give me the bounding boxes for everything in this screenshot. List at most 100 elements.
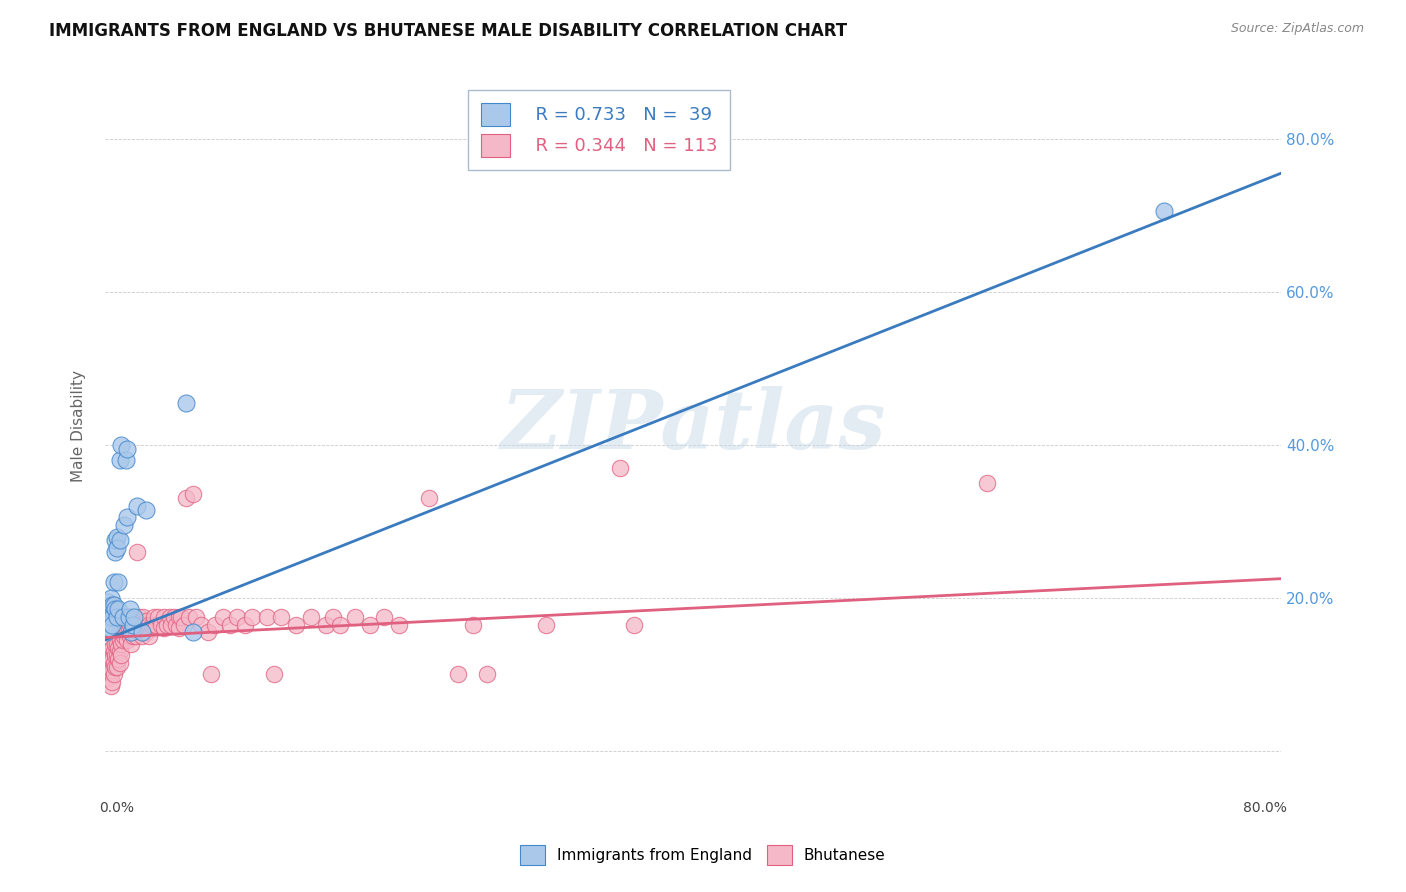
Point	[177, 610, 200, 624]
Point	[111, 610, 134, 624]
Point	[131, 625, 153, 640]
Point	[128, 621, 150, 635]
Point	[117, 621, 139, 635]
Point	[100, 591, 122, 605]
Point	[108, 533, 131, 548]
Point	[110, 637, 132, 651]
Point	[174, 491, 197, 506]
Point	[115, 610, 138, 624]
Point	[96, 652, 118, 666]
Point	[163, 610, 186, 624]
Point	[226, 610, 249, 624]
Point	[108, 656, 131, 670]
Point	[115, 510, 138, 524]
Point	[388, 617, 411, 632]
Point	[131, 617, 153, 632]
Point	[256, 610, 278, 624]
Text: 0.0%: 0.0%	[98, 801, 134, 815]
Point	[100, 656, 122, 670]
Point	[110, 648, 132, 663]
Point	[145, 617, 167, 632]
Point	[101, 599, 124, 613]
Point	[117, 610, 139, 624]
Point	[101, 640, 124, 655]
Point	[167, 621, 190, 635]
Point	[97, 644, 120, 658]
Point	[111, 621, 134, 635]
Point	[240, 610, 263, 624]
Point	[114, 614, 136, 628]
Point	[101, 617, 124, 632]
Point	[107, 575, 129, 590]
Point	[263, 667, 285, 681]
Point	[105, 648, 128, 663]
Point	[135, 503, 157, 517]
Point	[107, 652, 129, 666]
Point	[108, 453, 131, 467]
Point	[98, 602, 121, 616]
Point	[174, 395, 197, 409]
Text: 80.0%: 80.0%	[1243, 801, 1288, 815]
Point	[609, 460, 631, 475]
Point	[418, 491, 440, 506]
Point	[97, 594, 120, 608]
Point	[120, 637, 142, 651]
Point	[115, 632, 138, 647]
Point	[115, 442, 138, 456]
Point	[159, 610, 181, 624]
Point	[104, 533, 127, 548]
Point	[120, 625, 142, 640]
Point	[103, 656, 125, 670]
Point	[477, 667, 499, 681]
Point	[204, 617, 226, 632]
Point	[149, 617, 172, 632]
Point	[100, 602, 122, 616]
Point	[153, 621, 176, 635]
Point	[122, 617, 145, 632]
Point	[219, 617, 242, 632]
Point	[100, 667, 122, 681]
Text: Source: ZipAtlas.com: Source: ZipAtlas.com	[1230, 22, 1364, 36]
Point	[186, 610, 208, 624]
Point	[105, 637, 128, 651]
Point	[96, 664, 118, 678]
Point	[359, 617, 381, 632]
Point	[104, 602, 127, 616]
Point	[96, 625, 118, 640]
Point	[125, 629, 148, 643]
Point	[142, 610, 165, 624]
Point	[104, 659, 127, 673]
Point	[125, 617, 148, 632]
Point	[329, 617, 352, 632]
Point	[111, 632, 134, 647]
Point	[623, 617, 645, 632]
Point	[233, 617, 256, 632]
Point	[343, 610, 366, 624]
Point	[100, 679, 122, 693]
Point	[98, 671, 121, 685]
Point	[97, 656, 120, 670]
Point	[122, 629, 145, 643]
Point	[138, 617, 160, 632]
Point	[103, 667, 125, 681]
Point	[211, 610, 233, 624]
Point	[322, 610, 344, 624]
Point	[97, 610, 120, 624]
Point	[976, 475, 998, 490]
Point	[127, 545, 149, 559]
Point	[135, 625, 157, 640]
Point	[373, 610, 395, 624]
Point	[132, 610, 155, 624]
Point	[156, 617, 179, 632]
Point	[104, 648, 127, 663]
Point	[105, 530, 128, 544]
Point	[105, 659, 128, 673]
Point	[534, 617, 557, 632]
Point	[118, 602, 141, 616]
Point	[122, 617, 145, 632]
Point	[101, 652, 124, 666]
Point	[124, 610, 146, 624]
Point	[114, 625, 136, 640]
Point	[105, 541, 128, 555]
Point	[98, 659, 121, 673]
